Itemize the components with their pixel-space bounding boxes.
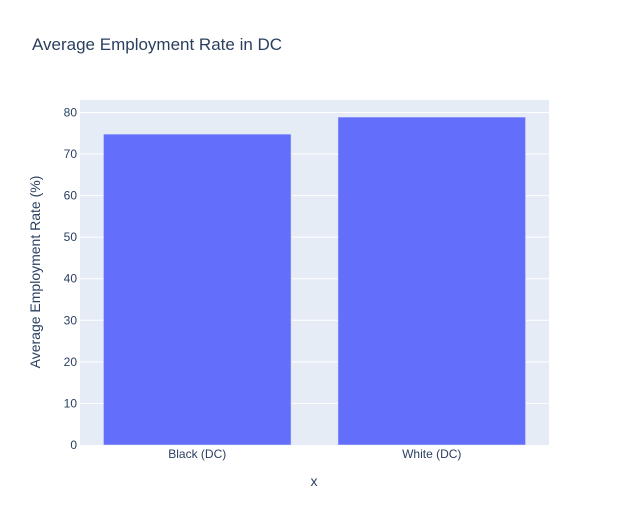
y-tick-label: 80: [64, 105, 78, 119]
y-tick-labels: 0 10 20 30 40 50 60 70 80: [64, 105, 78, 452]
y-tick-label: 10: [64, 396, 78, 410]
y-tick-label: 30: [64, 313, 78, 327]
x-tick-label: Black (DC): [168, 447, 226, 461]
y-tick-label: 0: [70, 438, 77, 452]
y-tick-label: 20: [64, 355, 78, 369]
x-tick-labels: Black (DC) White (DC): [168, 447, 461, 461]
y-tick-label: 70: [64, 147, 78, 161]
x-axis-title: x: [311, 473, 318, 489]
y-tick-label: 60: [64, 189, 78, 203]
bars: [103, 116, 526, 446]
bar: [103, 133, 292, 446]
y-tick-label: 50: [64, 230, 78, 244]
x-tick-label: White (DC): [402, 447, 461, 461]
y-tick-label: 40: [64, 272, 78, 286]
y-axis-title: Average Employment Rate (%): [27, 176, 43, 369]
chart-title: Average Employment Rate in DC: [32, 35, 282, 54]
bar: [337, 116, 526, 446]
